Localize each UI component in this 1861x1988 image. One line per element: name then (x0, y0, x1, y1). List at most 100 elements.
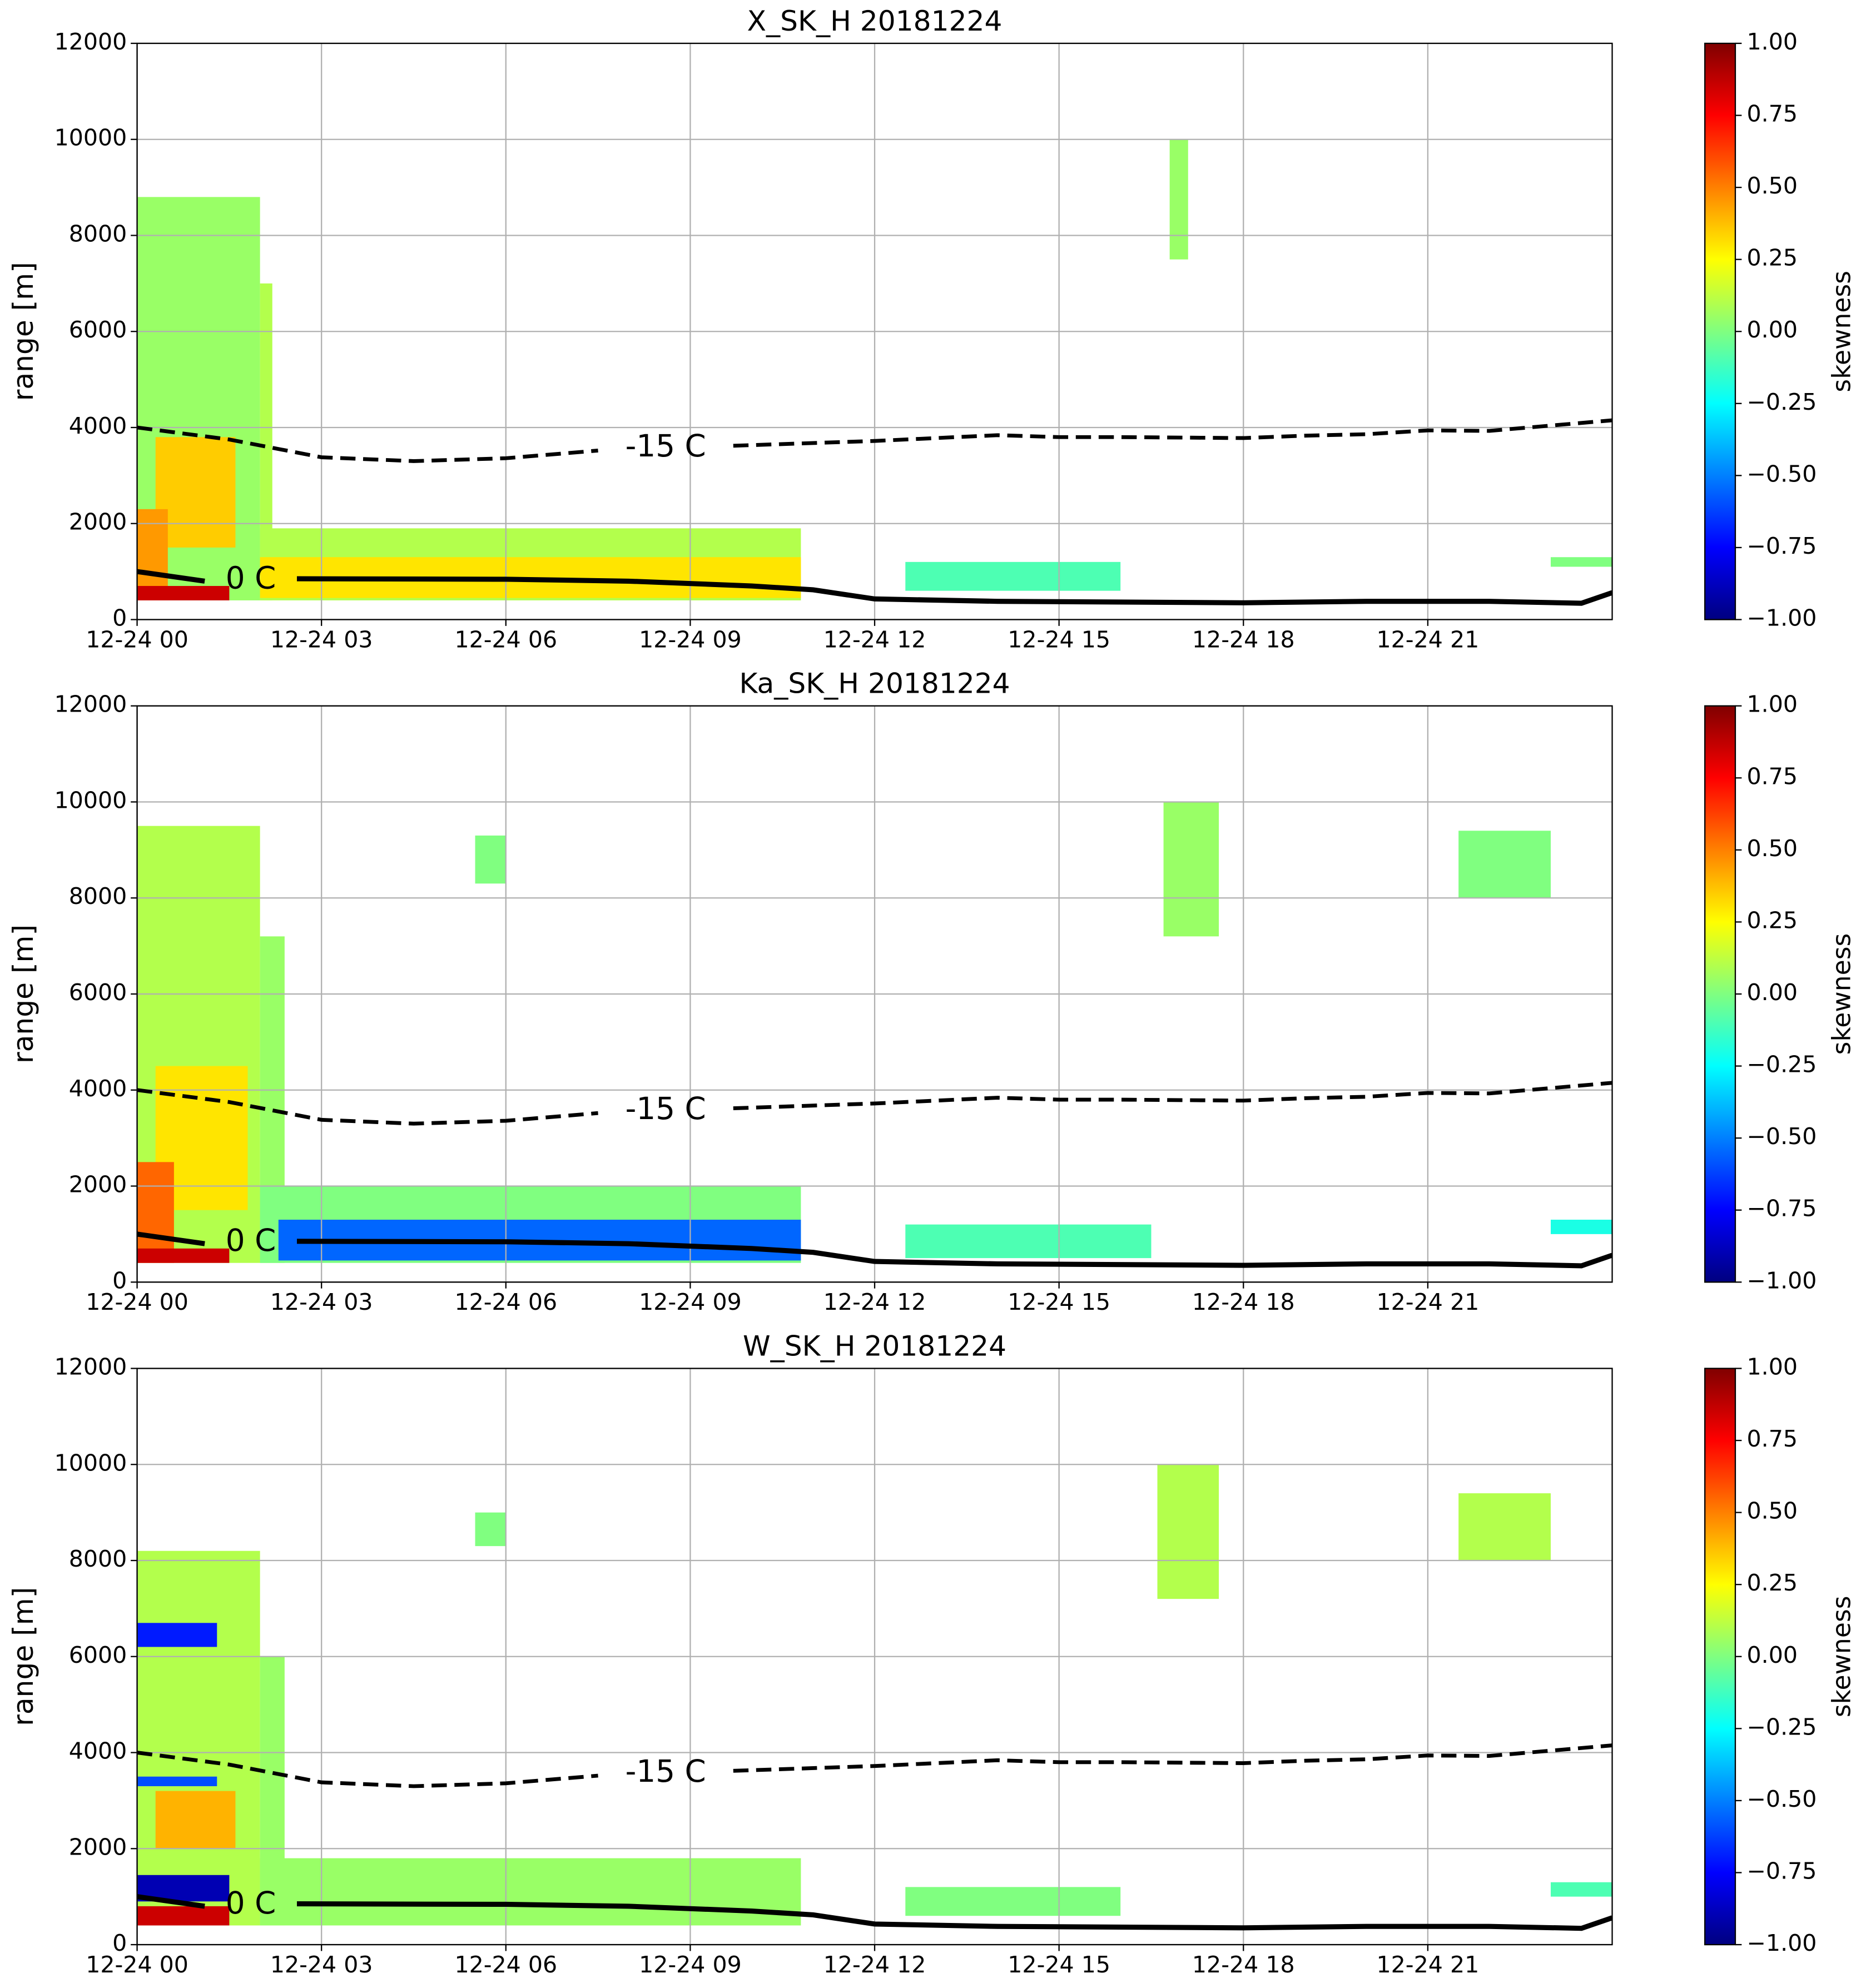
colorbar-tick-label: −0.25 (1747, 389, 1817, 415)
colorbar-tick-label: 0.25 (1747, 1569, 1798, 1596)
colorbar-tick-label: −1.00 (1747, 1930, 1817, 1956)
x-tick-label: 12-24 03 (270, 1289, 373, 1315)
colorbar-tick-label: −0.50 (1747, 1786, 1817, 1812)
x-tick-label: 12-24 18 (1192, 626, 1295, 653)
heat-cell (260, 283, 272, 600)
colorbar-tick-label: −0.75 (1747, 533, 1817, 559)
y-tick-label: 10000 (54, 787, 127, 813)
x-tick-label: 12-24 09 (639, 1289, 742, 1315)
y-tick-label: 12000 (54, 28, 127, 55)
contour-label: -15 C (626, 428, 706, 464)
axes-frame (136, 42, 1613, 620)
heat-cell (137, 1906, 230, 1926)
y-tick-label: 2000 (69, 1833, 127, 1860)
colorbar-tick-label: 0.50 (1747, 172, 1798, 199)
colorbar-tick-label: −1.00 (1747, 604, 1817, 631)
y-tick-label: 4000 (69, 412, 127, 439)
colorbar-tick-label: −0.75 (1747, 1195, 1817, 1222)
colorbar-tick-label: 0.00 (1747, 1642, 1798, 1668)
contours (137, 1081, 1612, 1269)
colorbar-tick-label: 0.75 (1747, 763, 1798, 789)
heat-cell (1550, 1219, 1612, 1234)
axes-frame (136, 1368, 1613, 1946)
y-tick-label: 2000 (69, 1171, 127, 1198)
x-tick-label: 12-24 06 (454, 626, 557, 653)
x-tick-label: 12-24 00 (86, 626, 188, 653)
x-tick-label: 12-24 09 (639, 1951, 742, 1978)
x-tick-label: 12-24 15 (1008, 1289, 1110, 1315)
colorbar-tick-label: 0.00 (1747, 979, 1798, 1006)
y-tick-label: 6000 (69, 979, 127, 1006)
heat-cell (260, 1858, 801, 1926)
y-tick-label: 12000 (54, 691, 127, 718)
x-tick-label: 12-24 21 (1377, 1289, 1480, 1315)
y-tick-label: 4000 (69, 1738, 127, 1765)
y-axis-label: range [m] (7, 262, 39, 401)
x-tick-label: 12-24 21 (1377, 1951, 1480, 1978)
y-tick-label: 8000 (69, 220, 127, 247)
contours (137, 418, 1612, 606)
y-tick-label: 8000 (69, 1545, 127, 1572)
colorbar-tick-label: −0.25 (1747, 1051, 1817, 1078)
heat-cell (1550, 1882, 1612, 1897)
colorbar-tick-label: −1.00 (1747, 1267, 1817, 1294)
y-tick-label: 0 (112, 1267, 127, 1294)
x-tick-label: 12-24 18 (1192, 1951, 1295, 1978)
x-tick-label: 12-24 03 (270, 626, 373, 653)
x-tick-label: 12-24 09 (639, 626, 742, 653)
heat-cell (137, 1162, 174, 1263)
colorbar-tick-label: 0.75 (1747, 101, 1798, 127)
contour-label: -15 C (626, 1753, 706, 1789)
heat-cell (1169, 139, 1188, 260)
colorbar (1704, 42, 1736, 620)
x-tick-label: 12-24 18 (1192, 1289, 1295, 1315)
x-tick-label: 12-24 12 (823, 1289, 926, 1315)
heat-cell (137, 1623, 217, 1647)
contour-line (137, 418, 1612, 463)
heat-cell (1163, 802, 1219, 937)
y-tick-label: 8000 (69, 883, 127, 909)
heat-cell (905, 1224, 1152, 1259)
colorbar-tick-label: 0.50 (1747, 1498, 1798, 1524)
y-axis-label: range [m] (7, 925, 39, 1063)
colorbar-label: skewness (1827, 933, 1857, 1055)
contour-label: 0 C (226, 560, 276, 595)
colorbar-tick-label: 0.25 (1747, 245, 1798, 271)
heat-cell (137, 1550, 260, 1926)
y-axis-label: range [m] (7, 1587, 39, 1726)
contour-line (137, 1894, 1612, 1931)
contour-label: 0 C (226, 1222, 276, 1258)
y-tick-label: 2000 (69, 509, 127, 535)
x-tick-label: 12-24 06 (454, 1951, 557, 1978)
heat-cell (137, 1248, 230, 1263)
colorbar-tick-label: 1.00 (1747, 691, 1798, 718)
y-tick-label: 6000 (69, 316, 127, 343)
colorbar-tick-label: −0.50 (1747, 460, 1817, 487)
x-tick-label: 12-24 00 (86, 1951, 188, 1978)
contour-label: 0 C (226, 1885, 276, 1921)
x-tick-label: 12-24 15 (1008, 1951, 1110, 1978)
x-tick-label: 12-24 03 (270, 1951, 373, 1978)
y-tick-label: 4000 (69, 1075, 127, 1102)
heat-cell (137, 1776, 217, 1786)
heat-cell (905, 561, 1121, 591)
contour-line (137, 1743, 1612, 1788)
colorbar-tick-label: 1.00 (1747, 28, 1798, 55)
heat-cell (475, 1512, 506, 1547)
heat-cell (155, 1791, 236, 1849)
colorbar-tick-label: 0.00 (1747, 316, 1798, 343)
colorbar-tick-label: −0.25 (1747, 1713, 1817, 1740)
y-tick-label: 0 (112, 1930, 127, 1956)
contour-label: -15 C (626, 1091, 706, 1126)
contour-line (137, 569, 1612, 606)
contour-line (137, 1081, 1612, 1126)
x-tick-label: 12-24 21 (1377, 626, 1480, 653)
heat-cell (1550, 557, 1612, 567)
y-tick-label: 6000 (69, 1642, 127, 1668)
axes-frame (136, 705, 1613, 1283)
heat-cell (1458, 831, 1551, 898)
colorbar-label: skewness (1827, 271, 1857, 392)
chart-title: X_SK_H 20181224 (747, 4, 1003, 37)
